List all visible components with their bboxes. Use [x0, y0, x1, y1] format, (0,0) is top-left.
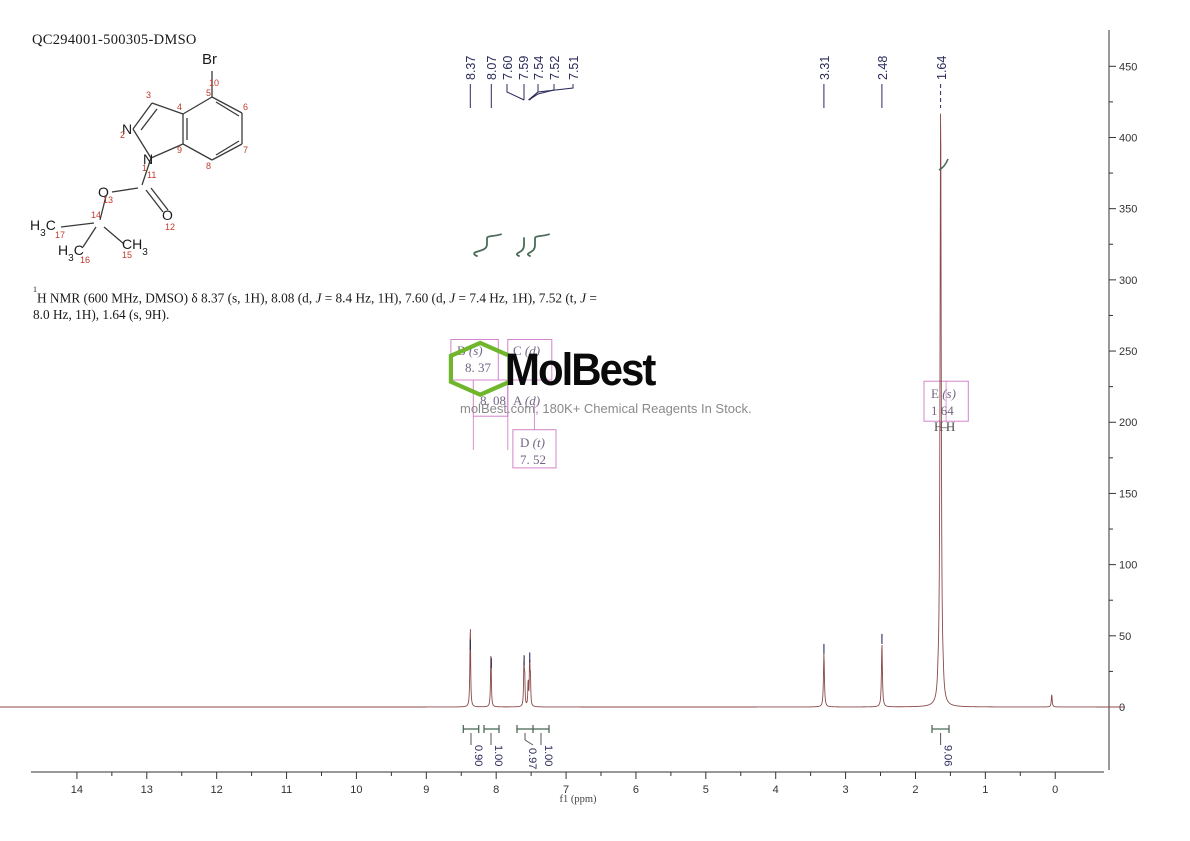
svg-text:7.60: 7.60: [501, 56, 515, 80]
svg-text:150: 150: [1119, 488, 1137, 500]
svg-text:12: 12: [211, 784, 223, 796]
svg-text:2: 2: [912, 784, 918, 796]
svg-text:7.59: 7.59: [517, 56, 531, 80]
svg-text:50: 50: [1119, 631, 1131, 643]
svg-text:1.64: 1.64: [935, 56, 949, 80]
svg-text:200: 200: [1119, 417, 1137, 429]
svg-text:350: 350: [1119, 204, 1137, 216]
svg-text:10: 10: [350, 784, 362, 796]
svg-text:250: 250: [1119, 346, 1137, 358]
svg-text:8: 8: [493, 784, 499, 796]
svg-text:400: 400: [1119, 132, 1137, 144]
svg-text:3.31: 3.31: [818, 56, 832, 80]
svg-text:1.00: 1.00: [542, 745, 554, 766]
svg-text:8.07: 8.07: [485, 56, 499, 80]
svg-text:9: 9: [423, 784, 429, 796]
svg-text:0: 0: [1119, 702, 1125, 714]
svg-text:9.06: 9.06: [942, 745, 954, 766]
svg-text:300: 300: [1119, 275, 1137, 287]
svg-text:0.90: 0.90: [472, 745, 484, 766]
svg-text:5: 5: [703, 784, 709, 796]
svg-text:0: 0: [1052, 784, 1058, 796]
svg-text:7.54: 7.54: [532, 56, 546, 80]
svg-text:11: 11: [281, 784, 292, 796]
svg-text:0.97: 0.97: [526, 748, 538, 769]
svg-text:2.48: 2.48: [876, 56, 890, 80]
svg-text:1.00: 1.00: [492, 745, 504, 766]
svg-text:8.37: 8.37: [464, 56, 478, 80]
svg-text:100: 100: [1119, 560, 1137, 572]
svg-text:f1 (ppm): f1 (ppm): [559, 794, 597, 805]
svg-text:7.51: 7.51: [567, 56, 581, 80]
svg-text:3: 3: [843, 784, 849, 796]
svg-text:6: 6: [633, 784, 639, 796]
svg-text:450: 450: [1119, 61, 1137, 73]
svg-text:14: 14: [71, 784, 83, 796]
svg-text:1: 1: [982, 784, 988, 796]
svg-text:13: 13: [141, 784, 153, 796]
svg-text:4: 4: [773, 784, 779, 796]
svg-text:7.52: 7.52: [548, 56, 562, 80]
